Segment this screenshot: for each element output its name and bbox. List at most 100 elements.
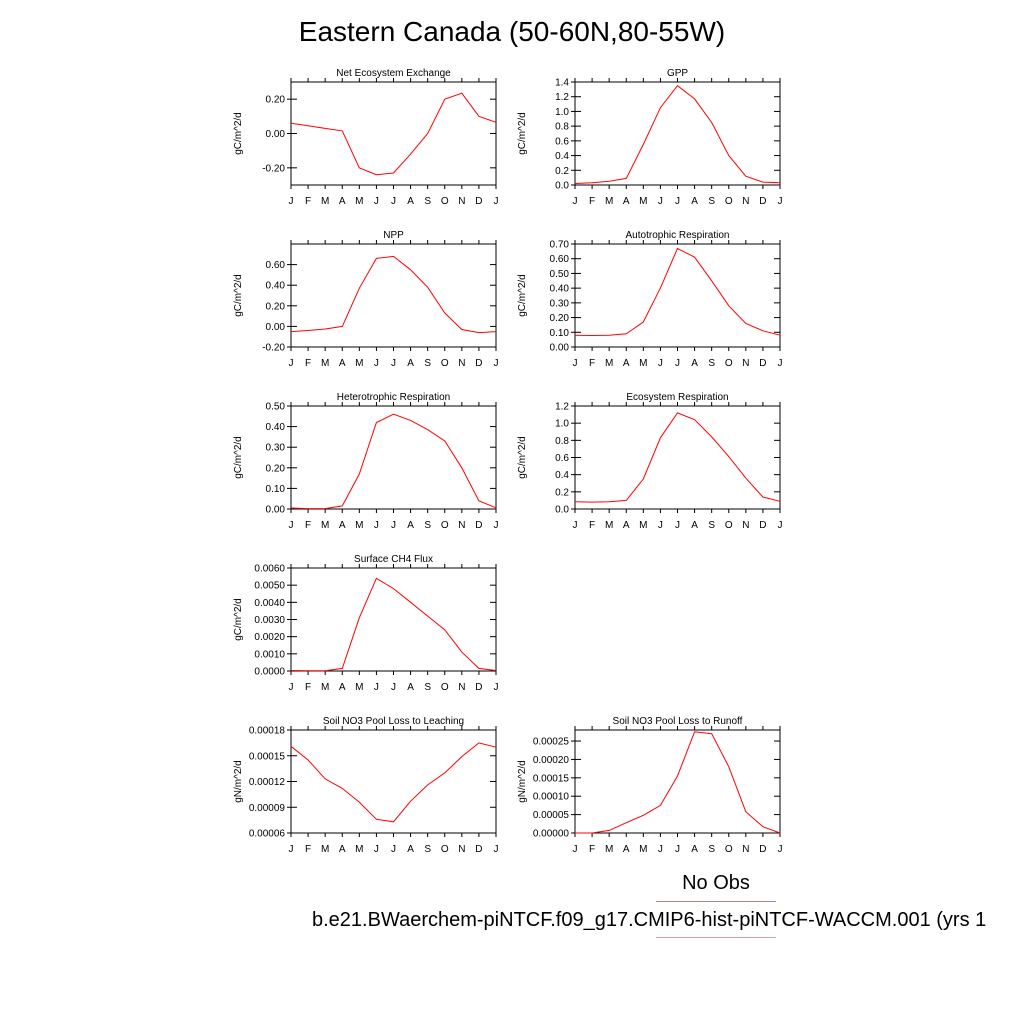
x-tick-label: S [424,196,431,207]
x-tick-label: D [475,844,482,855]
x-tick-label: A [623,844,630,855]
x-tick-label: S [424,520,431,531]
x-tick-label: N [458,844,465,855]
series-line [574,247,781,337]
legend-obs-line [656,901,776,902]
x-tick-label: F [589,196,595,207]
x-tick-label: D [759,358,766,369]
x-tick-label: A [691,844,698,855]
x-tick-label: J [391,682,396,693]
x-tick-label: M [639,844,647,855]
y-tick-label: 0.2 [555,487,569,498]
x-tick-label: M [639,358,647,369]
x-tick-label: S [708,844,715,855]
y-axis-label: gN/m^2/d [517,760,528,803]
legend-obs-label: No Obs [682,872,750,894]
panel-title: GPP [667,68,688,79]
chart-panel-1: Net Ecosystem Exchange-0.200.000.20J F M A M… [233,68,499,207]
x-tick-label: A [407,520,414,531]
x-tick-label: J [374,682,379,693]
y-tick-label: 0.0040 [254,598,285,609]
x-tick-label: J [494,682,499,693]
y-tick-label: 0.00012 [249,777,286,788]
x-tick-label: N [742,844,749,855]
y-tick-label: 0.30 [550,298,570,309]
panel-title: Heterotrophic Respiration [337,392,450,403]
x-tick-label: D [475,682,482,693]
x-tick-label: S [708,520,715,531]
x-tick-label: J [391,358,396,369]
x-tick-label: N [458,358,465,369]
x-tick-label: J [573,196,578,207]
x-tick-label: J [391,520,396,531]
y-tick-label: 0.50 [266,402,286,413]
series-line [290,92,497,176]
x-tick-label: M [605,844,613,855]
x-tick-label: J [289,196,294,207]
x-tick-label: J [675,358,680,369]
y-axis-label: gC/m^2/d [233,274,244,317]
y-tick-label: 0.4 [555,470,569,481]
y-tick-label: 0.6 [555,136,569,147]
x-tick-label: M [321,196,329,207]
y-tick-label: 0.00015 [249,751,286,762]
plot-frame [290,243,497,348]
panel-title: NPP [383,230,404,241]
x-tick-label: D [759,844,766,855]
y-tick-label: 0.50 [550,269,570,280]
plot-frame [574,81,781,186]
y-tick-label: 0.40 [266,281,286,292]
panel-title: Soil NO3 Pool Loss to Runoff [613,716,743,727]
x-tick-label: M [639,196,647,207]
x-tick-label: S [424,358,431,369]
series-line [290,742,497,823]
y-tick-label: 0.20 [266,301,286,312]
x-tick-label: M [321,682,329,693]
y-axis-label: gC/m^2/d [233,436,244,479]
x-tick-label: N [458,682,465,693]
plot-frame [574,405,781,510]
x-tick-label: M [355,196,363,207]
y-tick-label: 0.00 [266,505,286,516]
legend-model-label: b.e21.BWaerchem-piNTCF.f09_g17.CMIP6-his… [312,909,987,931]
y-tick-label: 0.0010 [254,649,285,660]
x-tick-label: O [725,844,733,855]
x-tick-label: J [778,196,783,207]
series-line [574,412,781,503]
plot-frame [290,405,497,510]
x-tick-label: J [374,844,379,855]
y-tick-label: 0.60 [266,260,286,271]
x-tick-label: J [658,358,663,369]
x-tick-label: D [475,520,482,531]
x-tick-label: S [424,844,431,855]
y-axis-label: gC/m^2/d [233,112,244,155]
x-tick-label: J [573,520,578,531]
y-tick-label: 0.20 [266,463,286,474]
series-line [574,84,781,184]
x-tick-label: A [623,358,630,369]
x-tick-label: O [725,196,733,207]
x-tick-label: M [605,196,613,207]
y-tick-label: 0.00018 [249,726,286,737]
y-tick-label: 0.70 [550,240,570,251]
plot-frame [574,243,781,348]
x-tick-label: O [441,196,449,207]
y-axis-label: gN/m^2/d [233,760,244,803]
x-tick-label: J [778,358,783,369]
series-line [290,577,497,672]
y-tick-label: 0.0000 [254,667,285,678]
y-tick-label: 0.8 [555,122,569,133]
x-tick-label: M [639,520,647,531]
chart-panel-3: NPP-0.200.000.200.400.60J F M A M J J A S O N D JgC/… [233,230,499,369]
y-tick-label: 0.0060 [254,564,285,575]
x-tick-label: A [339,520,346,531]
x-tick-label: J [778,520,783,531]
x-tick-label: S [708,358,715,369]
chart-panel-6: Ecosystem Respiration 0.0 0.2 0.4 0.6 0.8 1.0 1… [517,392,783,531]
x-tick-label: N [742,196,749,207]
y-tick-label: 0.0030 [254,615,285,626]
x-tick-label: M [321,844,329,855]
